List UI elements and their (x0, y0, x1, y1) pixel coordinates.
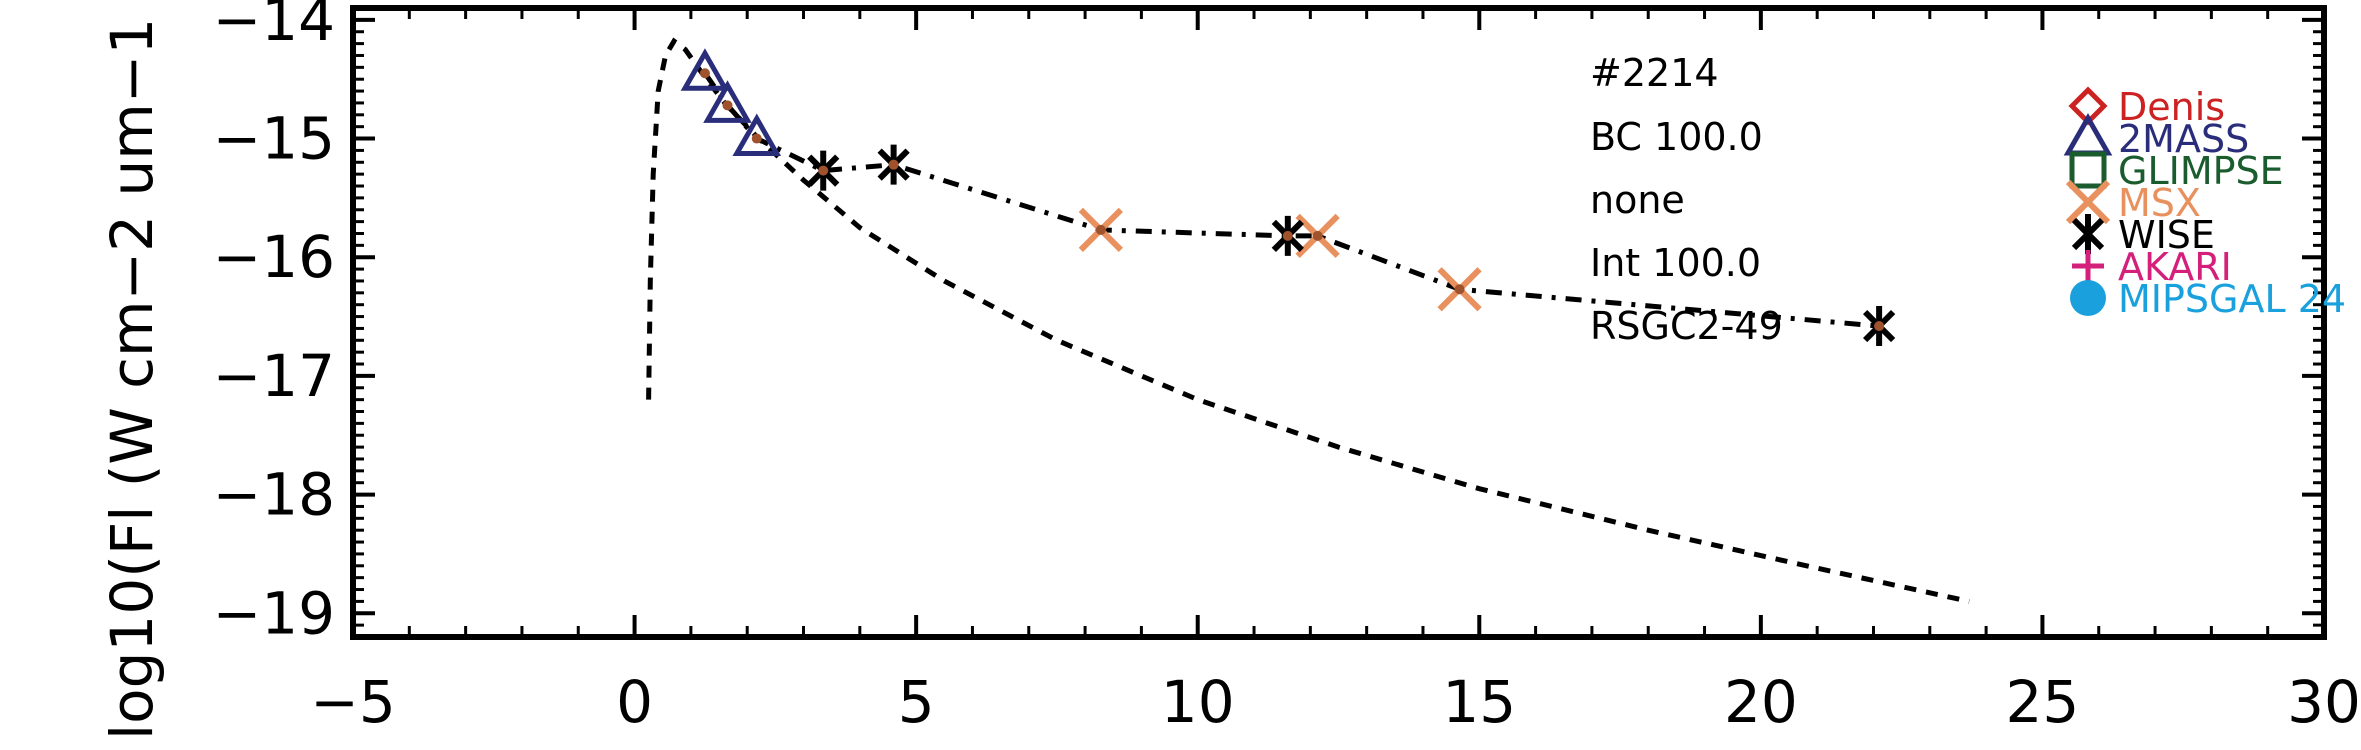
legend-entry: GLIMPSE (2069, 149, 2284, 193)
legend-label: MIPSGAL 24 (2118, 277, 2346, 321)
data-dot (818, 165, 829, 176)
y-tick-label: −15 (213, 105, 335, 173)
data-dot (1282, 230, 1293, 241)
legend-label: AKARI (2118, 245, 2232, 289)
x-marker (2065, 179, 2111, 225)
asterisk-stroke (2071, 217, 2105, 251)
photometry-connecting-line (702, 71, 1880, 329)
legend-entry: AKARI (2072, 245, 2232, 289)
plot-axes (350, 5, 2327, 640)
photometry-markers (680, 48, 1896, 347)
square-marker (2069, 151, 2107, 189)
data-dot (1095, 224, 1106, 235)
y-tick-label: −16 (213, 223, 335, 291)
triangle-marker (703, 80, 752, 123)
legend-entry: WISE (2071, 213, 2215, 257)
asterisk-marker (2071, 214, 2105, 254)
x-tick-label: 20 (1724, 668, 1798, 736)
data-dot (722, 100, 733, 111)
legend-entry: MSX (2065, 179, 2201, 225)
legend-entry: MIPSGAL 24 (2070, 277, 2346, 321)
plus-marker (2072, 250, 2104, 282)
legend-entry: Denis (2068, 85, 2225, 129)
y-tick-label: −19 (213, 579, 335, 647)
axis-ticks: −5 0 5 10 15 20 25 30 −19 −18 −17 −16 −15 −14 (213, 0, 2361, 736)
blackbody-model-curve (646, 37, 1970, 604)
legend-label: Denis (2118, 85, 2225, 129)
y-tick-label: −18 (213, 461, 335, 529)
annotation-block: #2214 BC 100.0 none Int 100.0 RSGC2-49 (1590, 51, 1783, 348)
annotation-star-name: RSGC2-49 (1590, 304, 1783, 348)
y-tick-label: −17 (213, 342, 335, 410)
data-dot (1312, 230, 1323, 241)
annotation-bc: BC 100.0 (1590, 115, 1763, 159)
y-axis-title: log10(Fl (W cm−2 um−1 (98, 18, 166, 740)
y-tick-label: −14 (213, 0, 335, 54)
legend-label: WISE (2118, 213, 2215, 257)
data-dot (888, 159, 899, 170)
model-curves (646, 37, 1970, 604)
x-tick-label: 25 (2006, 668, 2080, 736)
legend-entry: 2MASS (2063, 112, 2249, 161)
x-tick-label: −5 (310, 668, 396, 736)
data-dot (1874, 321, 1885, 332)
x-stroke (2065, 179, 2111, 225)
triangle-marker (732, 113, 782, 157)
legend-label: 2MASS (2118, 117, 2249, 161)
x-tick-label: 10 (1161, 668, 1235, 736)
x-tick-label: 5 (898, 668, 935, 736)
x-tick-label: 15 (1442, 668, 1516, 736)
data-dot (1454, 284, 1465, 295)
data-dot (751, 133, 762, 144)
plot-frame (350, 5, 2327, 640)
circle-marker (2070, 280, 2106, 316)
annotation-int: Int 100.0 (1590, 241, 1761, 285)
legend-label: GLIMPSE (2118, 149, 2284, 193)
x-tick-label: 0 (616, 668, 653, 736)
x-tick-label: 30 (2287, 668, 2361, 736)
triangle-marker (680, 48, 730, 91)
annotation-id: #2214 (1590, 51, 1719, 95)
legend-label: MSX (2118, 181, 2201, 225)
annotation-none: none (1590, 178, 1685, 222)
data-dot (699, 68, 710, 79)
